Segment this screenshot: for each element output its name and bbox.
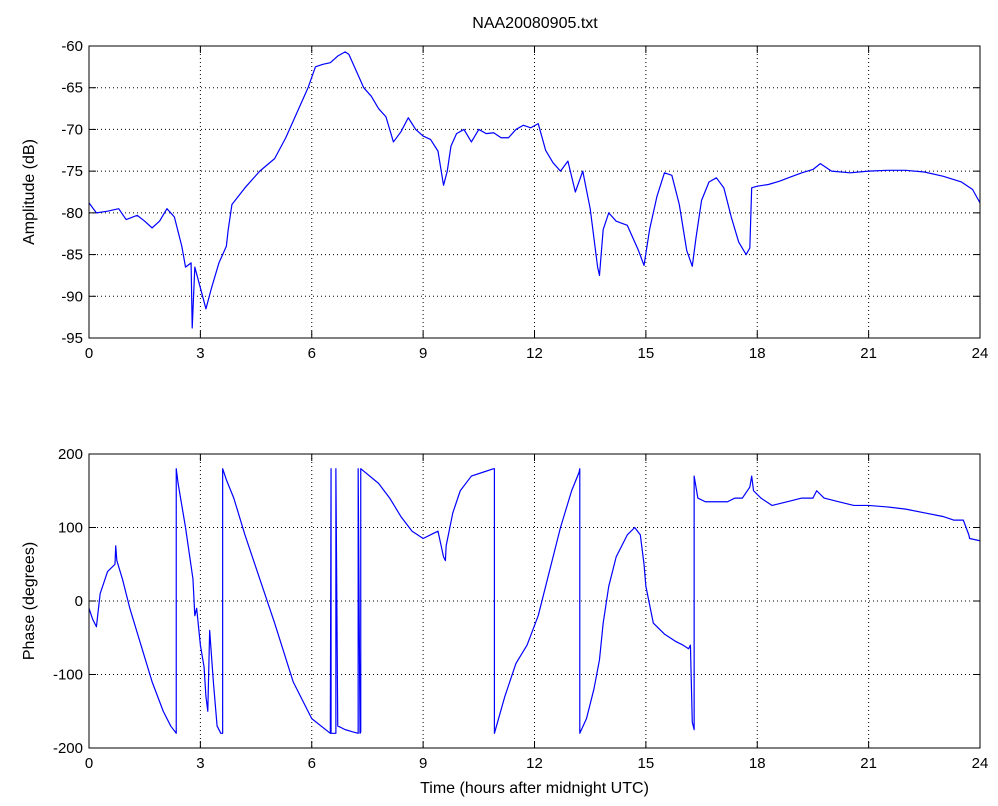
- amplitude-x-tick-label: 0: [85, 345, 93, 362]
- amplitude-y-tick-label: -95: [61, 330, 83, 347]
- amplitude-y-tick-label: -60: [61, 38, 83, 55]
- phase-x-tick-label: 21: [860, 755, 877, 772]
- amplitude-x-tick-label: 24: [972, 345, 989, 362]
- amplitude-plot: 0 3 6 9 12 15 18 21 24 -95 -90 -85 -80 -75 -70 -65 -60 Am…: [21, 38, 988, 362]
- amplitude-y-tick-label: -85: [61, 247, 83, 264]
- phase-y-tick-label: -200: [53, 740, 83, 757]
- phase-x-axis-label: Time (hours after midnight UTC): [420, 780, 649, 797]
- phase-x-tick-label: 0: [85, 755, 93, 772]
- phase-x-tick-label: 15: [638, 755, 655, 772]
- phase-x-tick-label: 9: [419, 755, 427, 772]
- phase-plot: 0 3 6 9 12 15 18 21 24 -200 -100 0 100 200 Phase (degr…: [21, 446, 988, 797]
- amplitude-y-axis-label: Amplitude (dB): [21, 139, 38, 245]
- phase-y-tick-label: 0: [75, 593, 83, 610]
- phase-x-tick-label: 24: [972, 755, 989, 772]
- amplitude-x-tick-label: 18: [749, 345, 766, 362]
- amplitude-x-tick-label: 3: [196, 345, 204, 362]
- amplitude-y-tick-label: -65: [61, 80, 83, 97]
- amplitude-series-line: [89, 51, 980, 329]
- amplitude-x-tick-label: 21: [860, 345, 877, 362]
- amplitude-y-tick-label: -75: [61, 163, 83, 180]
- phase-series-line: [89, 468, 980, 734]
- phase-y-tick-label: -100: [53, 667, 83, 684]
- figure-title: NAA20080905.txt: [472, 15, 598, 32]
- phase-x-tick-label: 12: [526, 755, 543, 772]
- phase-x-tick-label: 3: [196, 755, 204, 772]
- phase-y-axis-label: Phase (degrees): [21, 542, 38, 660]
- amplitude-y-tick-label: -90: [61, 288, 83, 305]
- amplitude-x-tick-label: 15: [638, 345, 655, 362]
- phase-y-tick-label: 200: [58, 446, 83, 463]
- phase-x-tick-label: 6: [308, 755, 316, 772]
- phase-y-tick-label: 100: [58, 520, 83, 537]
- amplitude-y-tick-label: -80: [61, 205, 83, 222]
- phase-x-tick-label: 18: [749, 755, 766, 772]
- amplitude-x-tick-label: 12: [526, 345, 543, 362]
- amplitude-x-tick-label: 9: [419, 345, 427, 362]
- amplitude-y-tick-label: -70: [61, 121, 83, 138]
- amplitude-x-tick-label: 6: [308, 345, 316, 362]
